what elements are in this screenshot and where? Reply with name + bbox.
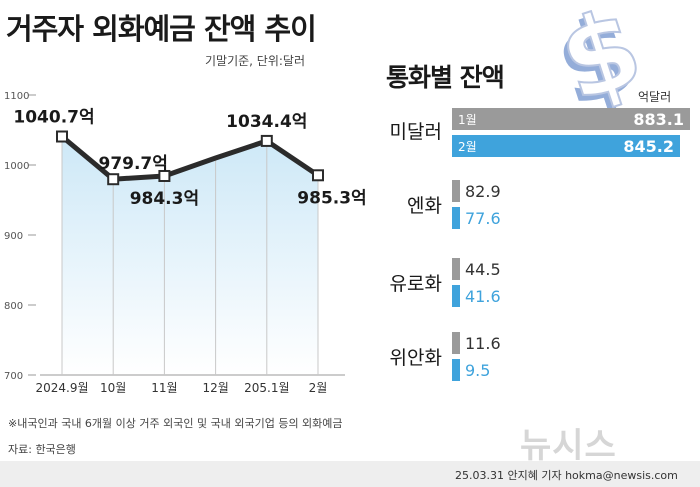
bar-value-label: 883.1 (633, 110, 684, 129)
y-tick-label: 900 (4, 231, 23, 242)
line-point (107, 173, 120, 186)
currency-label: 유로화 (390, 273, 442, 295)
currency-unit: 억달러 (638, 90, 672, 104)
bar-value-label: 44.5 (465, 260, 501, 279)
chart-title: 거주자 외화예금 잔액 추이 (6, 12, 317, 46)
data-label: 979.7억 (98, 154, 167, 174)
y-tick-label: 800 (4, 301, 23, 312)
byline: 25.03.31 안지혜 기자 hokma@newsis.com (455, 469, 678, 482)
currency-label: 엔화 (407, 195, 442, 217)
currency-label: 미달러 (390, 121, 442, 143)
x-tick-label: 2024.9월 (35, 381, 88, 395)
series-label: 1월 (458, 113, 477, 127)
bar (452, 135, 680, 157)
y-tick-label: 1000 (4, 161, 29, 172)
bar-value-label: 41.6 (465, 287, 501, 306)
bar (452, 285, 460, 307)
line-chart: 1100 1000 900 800 700 1040.7억 979.7억 984.3억 103… (4, 91, 367, 395)
line-series (60, 134, 320, 182)
bar (452, 359, 460, 381)
currency-label: 위안화 (390, 347, 442, 369)
line-point (158, 169, 171, 182)
bar (452, 258, 460, 280)
data-label: 1034.4억 (226, 112, 307, 132)
bar-value-label: 77.6 (465, 209, 501, 228)
y-tick-label: 1100 (4, 91, 29, 102)
data-label: 985.3억 (297, 188, 366, 208)
line-point (312, 169, 324, 182)
bar (452, 207, 460, 229)
bar (452, 108, 690, 130)
bar-value-label: 9.5 (465, 361, 490, 380)
line-area-fill (62, 136, 318, 375)
currency-section-title: 통화별 잔액 (386, 63, 505, 92)
source-note: 자료: 한국은행 (8, 443, 76, 456)
x-tick-label: 2월 (309, 381, 328, 395)
basis-note: 기말기준, 단위:달러 (205, 54, 305, 68)
bar (452, 180, 460, 202)
bar-value-label: 11.6 (465, 334, 501, 353)
dollar-sign-icon: $ $ (550, 6, 645, 116)
x-tick-label: 205.1월 (244, 381, 289, 395)
newsis-watermark: 뉴시스 (520, 426, 617, 466)
line-point (260, 134, 273, 147)
x-tick-label: 12월 (202, 381, 228, 395)
series-label: 2월 (458, 140, 477, 154)
bar-chart: 미달러 1월 883.1 2월 845.2 엔화 82.9 77.6 유로화 44.5 41.6 위안… (390, 108, 690, 381)
data-label: 1040.7억 (13, 108, 94, 128)
line-point (56, 130, 68, 143)
y-tick-label: 700 (4, 371, 23, 382)
data-label: 984.3억 (130, 189, 199, 209)
bar-value-label: 845.2 (623, 137, 674, 156)
footnote: ※내국인과 국내 6개월 이상 거주 외국인 및 국내 외국기업 등의 외화예금 (8, 417, 343, 430)
x-tick-label: 10월 (100, 381, 126, 395)
bar (452, 332, 460, 354)
bar-value-label: 82.9 (465, 182, 501, 201)
x-tick-label: 11월 (151, 381, 177, 395)
